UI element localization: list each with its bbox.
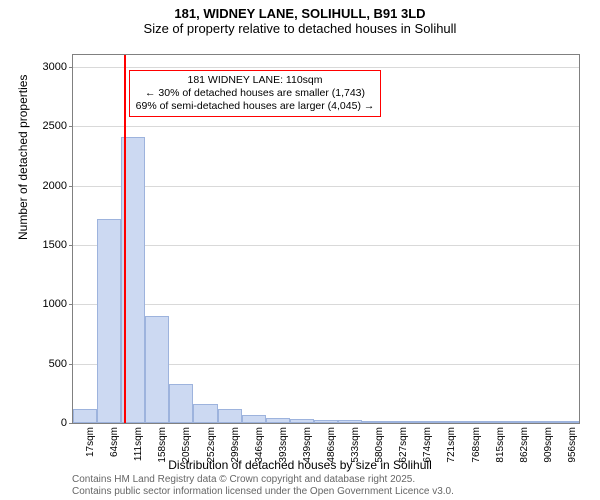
x-tick-label: 111sqm — [133, 427, 144, 461]
y-tick-mark — [69, 67, 73, 68]
y-tick-mark — [69, 423, 73, 424]
chart-title-main: 181, WIDNEY LANE, SOLIHULL, B91 3LD — [0, 6, 600, 21]
x-axis-title: Distribution of detached houses by size … — [0, 458, 600, 472]
histogram-bar — [362, 421, 386, 423]
annotation-line: ← 30% of detached houses are smaller (1,… — [136, 87, 375, 100]
histogram-bar — [242, 415, 266, 423]
grid-line — [73, 126, 579, 127]
chart-title-block: 181, WIDNEY LANE, SOLIHULL, B91 3LD Size… — [0, 0, 600, 36]
grid-line — [73, 245, 579, 246]
y-axis-title: Number of detached properties — [16, 75, 30, 240]
annotation-line: 69% of semi-detached houses are larger (… — [136, 100, 375, 113]
y-tick-mark — [69, 126, 73, 127]
y-tick-label: 2000 — [43, 180, 67, 192]
y-tick-label: 3000 — [43, 61, 67, 73]
histogram-bar — [434, 421, 458, 423]
footer-line-1: Contains HM Land Registry data © Crown c… — [72, 474, 454, 486]
chart-title-sub: Size of property relative to detached ho… — [0, 21, 600, 36]
grid-line — [73, 186, 579, 187]
y-tick-label: 1500 — [43, 239, 67, 251]
chart-plot-area: 05001000150020002500300017sqm64sqm111sqm… — [72, 54, 580, 424]
annotation-box: 181 WIDNEY LANE: 110sqm← 30% of detached… — [129, 70, 382, 117]
histogram-bar — [410, 421, 434, 423]
histogram-bar — [218, 409, 242, 423]
grid-line — [73, 304, 579, 305]
histogram-bar — [266, 418, 290, 423]
y-tick-mark — [69, 304, 73, 305]
histogram-bar — [555, 421, 579, 423]
y-tick-mark — [69, 245, 73, 246]
y-tick-label: 1000 — [43, 298, 67, 310]
y-tick-label: 0 — [61, 417, 67, 429]
chart-footer: Contains HM Land Registry data © Crown c… — [72, 474, 454, 498]
histogram-bar — [193, 404, 217, 423]
y-tick-mark — [69, 364, 73, 365]
x-tick-label: 64sqm — [109, 427, 120, 457]
y-tick-label: 2500 — [43, 120, 67, 132]
histogram-bar — [97, 219, 121, 423]
histogram-bar — [483, 421, 507, 423]
grid-line — [73, 67, 579, 68]
y-tick-mark — [69, 186, 73, 187]
histogram-bar — [507, 421, 531, 423]
histogram-bar — [145, 316, 169, 423]
histogram-bar — [531, 421, 555, 423]
x-tick-label: 17sqm — [85, 427, 96, 457]
histogram-bar — [73, 409, 97, 423]
annotation-line: 181 WIDNEY LANE: 110sqm — [136, 74, 375, 87]
property-marker-line — [124, 55, 126, 423]
histogram-bar — [386, 421, 410, 423]
histogram-bar — [314, 420, 338, 423]
histogram-bar — [338, 420, 362, 423]
histogram-bar — [459, 421, 483, 423]
y-tick-label: 500 — [49, 358, 67, 370]
footer-line-2: Contains public sector information licen… — [72, 486, 454, 498]
histogram-bar — [169, 384, 193, 423]
histogram-bar — [290, 419, 314, 423]
